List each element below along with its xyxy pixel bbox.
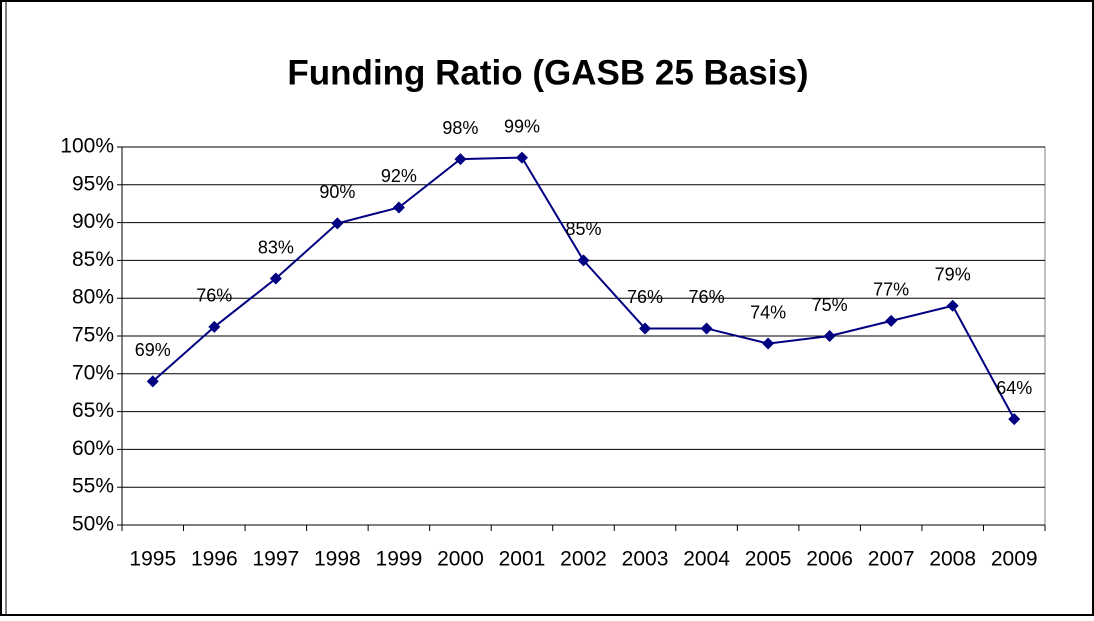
y-tick-label: 75% bbox=[72, 324, 114, 347]
data-label: 74% bbox=[750, 302, 786, 322]
y-tick-label: 85% bbox=[72, 248, 114, 271]
data-label: 64% bbox=[996, 378, 1032, 398]
y-tick-label: 90% bbox=[72, 210, 114, 233]
data-point bbox=[454, 153, 467, 166]
x-tick-label: 2000 bbox=[437, 548, 484, 571]
y-tick-label: 80% bbox=[72, 286, 114, 309]
x-tick-label: 1999 bbox=[376, 548, 423, 571]
y-tick-label: 70% bbox=[72, 361, 114, 384]
data-point bbox=[577, 254, 590, 267]
data-label: 90% bbox=[319, 182, 355, 202]
x-tick-label: 1997 bbox=[252, 548, 299, 571]
chart-title: Funding Ratio (GASB 25 Basis) bbox=[287, 53, 808, 92]
y-tick-label: 60% bbox=[72, 437, 114, 460]
data-label: 85% bbox=[565, 219, 601, 239]
data-point bbox=[392, 201, 405, 214]
y-tick-label: 95% bbox=[72, 172, 114, 195]
data-label: 99% bbox=[504, 116, 540, 136]
data-label: 69% bbox=[135, 340, 171, 360]
y-tick-label: 50% bbox=[72, 513, 114, 536]
data-point bbox=[269, 272, 282, 285]
data-point bbox=[823, 330, 836, 342]
x-tick-label: 2003 bbox=[622, 548, 669, 571]
data-point bbox=[208, 320, 221, 333]
data-label: 98% bbox=[442, 118, 478, 138]
data-point bbox=[885, 314, 898, 327]
x-tick-label: 2002 bbox=[560, 548, 607, 571]
data-label: 79% bbox=[935, 265, 971, 285]
data-point bbox=[1008, 413, 1021, 426]
data-point bbox=[515, 151, 528, 164]
data-label: 77% bbox=[873, 280, 909, 300]
x-tick-label: 2006 bbox=[806, 548, 853, 571]
x-tick-label: 2008 bbox=[929, 548, 976, 571]
x-tick-label: 1995 bbox=[129, 548, 176, 571]
x-tick-label: 2007 bbox=[868, 548, 915, 571]
x-tick-label: 2004 bbox=[683, 548, 730, 571]
data-point bbox=[762, 337, 775, 350]
data-point bbox=[146, 375, 159, 388]
x-tick-label: 2001 bbox=[499, 548, 546, 571]
data-point bbox=[331, 217, 344, 230]
x-tick-label: 2005 bbox=[745, 548, 792, 571]
data-label: 76% bbox=[627, 287, 663, 307]
data-label: 76% bbox=[689, 287, 725, 307]
x-tick-label: 2009 bbox=[991, 548, 1038, 571]
y-tick-label: 65% bbox=[72, 399, 114, 422]
data-point bbox=[946, 299, 959, 312]
data-point bbox=[700, 322, 713, 335]
y-tick-label: 55% bbox=[72, 475, 114, 498]
data-point bbox=[639, 322, 652, 335]
data-label: 75% bbox=[812, 295, 848, 315]
x-tick-label: 1996 bbox=[191, 548, 238, 571]
x-tick-label: 1998 bbox=[314, 548, 361, 571]
data-label: 92% bbox=[381, 166, 417, 186]
y-tick-label: 100% bbox=[60, 135, 114, 158]
data-label: 76% bbox=[196, 286, 232, 306]
data-label: 83% bbox=[258, 237, 294, 257]
